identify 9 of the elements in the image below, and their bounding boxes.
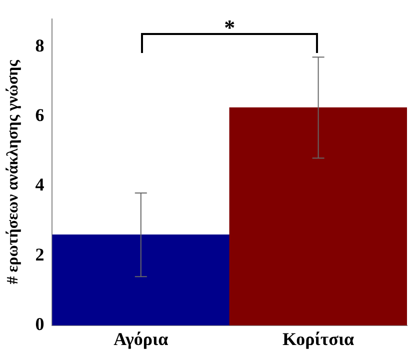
y-tick-label: 0 [35, 314, 44, 334]
x-tick-label: Κορίτσια [282, 328, 354, 349]
y-tick-label: 2 [35, 244, 44, 264]
annotation: * [224, 14, 236, 41]
y-tick-label: 6 [35, 105, 44, 126]
x-tick-label: Αγόρια [114, 328, 168, 349]
y-axis-title: # ερωτήσεων ανάκλησης γνώσης [4, 60, 22, 284]
y-tick-label: 8 [35, 35, 44, 56]
y-tick-label: 4 [35, 174, 44, 195]
